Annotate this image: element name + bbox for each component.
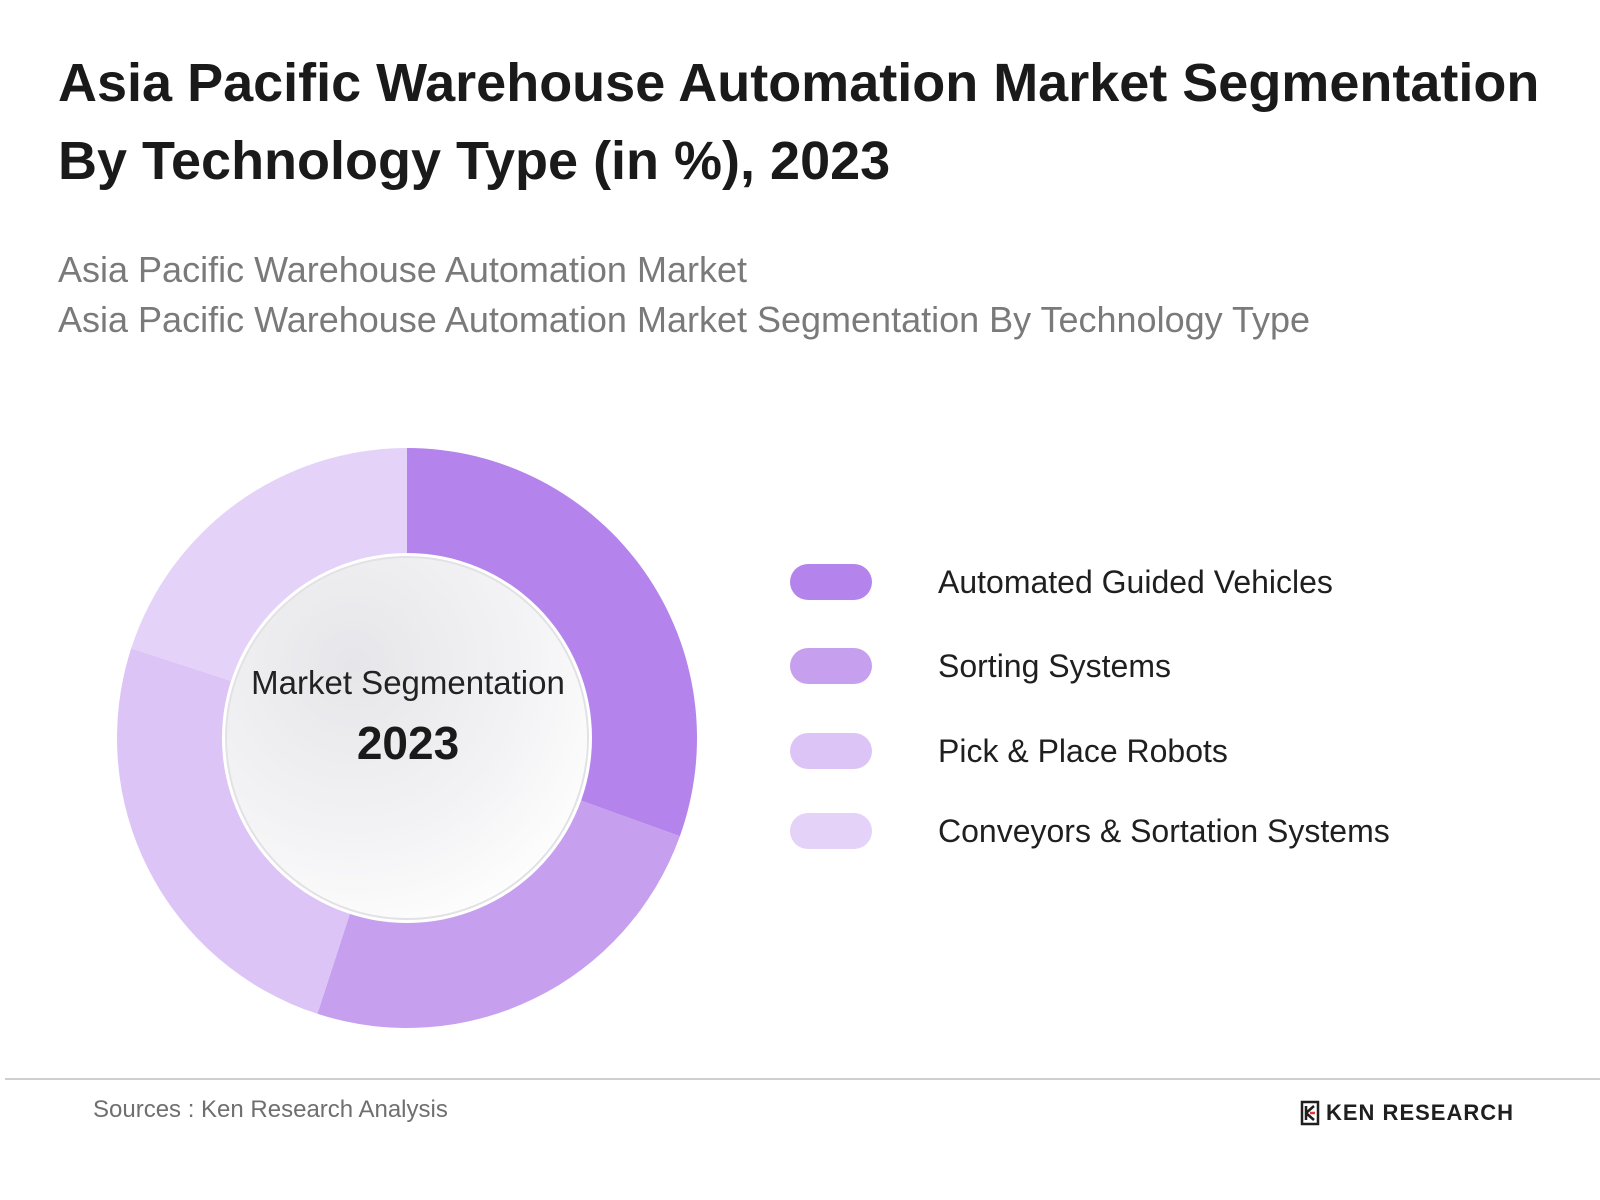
- legend-label: Pick & Place Robots: [938, 733, 1228, 769]
- donut-slice-3: [117, 648, 352, 1014]
- legend: Automated Guided Vehicles Sorting Systems…: [790, 420, 1550, 1060]
- center-label: Market Segmentation: [251, 664, 565, 701]
- legend-label: Automated Guided Vehicles: [938, 564, 1333, 600]
- legend-item-1: Automated Guided Vehicles: [790, 562, 1550, 602]
- subtitle-market: Asia Pacific Warehouse Automation Market: [58, 249, 747, 290]
- center-year: 2023: [356, 717, 460, 769]
- donut-slice-4: [131, 448, 407, 683]
- donut-chart: [117, 448, 697, 1028]
- donut-slice-2: [317, 798, 680, 1028]
- subtitle-segmentation: Asia Pacific Warehouse Automation Market…: [58, 299, 1311, 340]
- legend-item-2: Sorting Systems: [790, 646, 1550, 686]
- donut-slice-1: [407, 448, 697, 837]
- source-note: Sources : Ken Research Analysis: [93, 1096, 448, 1123]
- ken-research-logo-icon: [1300, 1100, 1320, 1126]
- legend-item-4: Conveyors & Sortation Systems: [790, 811, 1550, 851]
- footer-divider: [5, 1078, 1600, 1080]
- donut-slices: [117, 448, 697, 1028]
- legend-item-3: Pick & Place Robots: [790, 731, 1550, 771]
- chart-title: Asia Pacific Warehouse Automation Market…: [58, 53, 1540, 191]
- legend-swatch: [790, 564, 872, 600]
- legend-swatch: [790, 648, 872, 684]
- brand-name: KEN RESEARCH: [1326, 1100, 1515, 1125]
- chart-area: Market Segmentation 2023 Automated Guide…: [0, 420, 1600, 1060]
- legend-label: Sorting Systems: [938, 648, 1171, 684]
- brand-logo: KEN RESEARCH: [1300, 1098, 1514, 1128]
- legend-swatch: [790, 733, 872, 769]
- legend-label: Conveyors & Sortation Systems: [938, 813, 1390, 849]
- donut-center-disc: [225, 556, 589, 920]
- legend-swatch: [790, 813, 872, 849]
